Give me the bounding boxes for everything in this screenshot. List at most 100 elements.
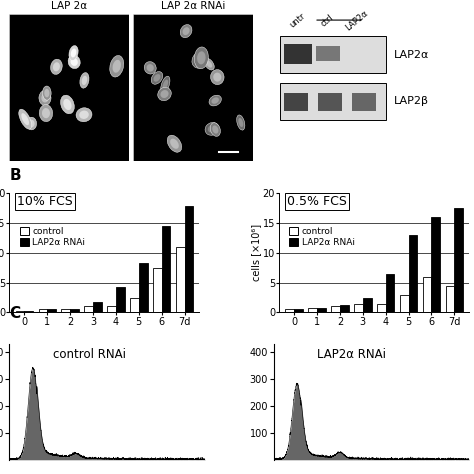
Text: ctrl: ctrl	[319, 13, 335, 28]
Bar	[93, 302, 102, 312]
Ellipse shape	[194, 47, 209, 69]
Bar	[107, 307, 116, 312]
Ellipse shape	[210, 70, 224, 85]
Ellipse shape	[211, 97, 219, 104]
Bar	[284, 44, 312, 64]
Ellipse shape	[51, 59, 62, 74]
Bar	[340, 305, 348, 312]
Ellipse shape	[205, 122, 219, 135]
Legend: control, LAP2α RNAi: control, LAP2α RNAi	[286, 223, 358, 251]
Ellipse shape	[71, 58, 78, 66]
Ellipse shape	[146, 64, 154, 72]
Ellipse shape	[195, 55, 204, 65]
Text: C: C	[9, 306, 20, 321]
Ellipse shape	[112, 60, 121, 73]
Ellipse shape	[82, 76, 87, 85]
Ellipse shape	[197, 51, 206, 64]
Ellipse shape	[71, 48, 76, 57]
Ellipse shape	[161, 76, 170, 93]
Bar	[294, 310, 303, 312]
Bar	[352, 93, 376, 111]
Ellipse shape	[167, 135, 182, 152]
Ellipse shape	[163, 80, 168, 90]
Ellipse shape	[238, 118, 243, 127]
Ellipse shape	[27, 117, 36, 130]
Ellipse shape	[154, 74, 160, 82]
Text: B: B	[9, 168, 21, 183]
Bar	[47, 309, 56, 312]
Bar	[62, 310, 70, 312]
Ellipse shape	[39, 105, 53, 122]
Text: LAP2β: LAP2β	[394, 96, 428, 107]
Ellipse shape	[64, 99, 72, 110]
Bar	[16, 310, 24, 312]
Bar	[386, 273, 394, 312]
Bar	[318, 93, 342, 111]
Bar	[400, 294, 409, 312]
Y-axis label: cells [×10⁶]: cells [×10⁶]	[251, 224, 261, 281]
Bar	[280, 83, 386, 120]
Ellipse shape	[213, 73, 221, 82]
Ellipse shape	[42, 108, 50, 118]
Bar	[455, 208, 463, 312]
Bar	[284, 93, 308, 111]
Ellipse shape	[158, 87, 171, 100]
Ellipse shape	[43, 86, 51, 100]
Ellipse shape	[39, 91, 51, 106]
Bar	[285, 310, 294, 312]
Bar	[423, 276, 431, 312]
Ellipse shape	[209, 95, 221, 106]
Ellipse shape	[79, 110, 89, 119]
Ellipse shape	[110, 55, 124, 77]
Ellipse shape	[160, 90, 169, 98]
Bar	[363, 298, 372, 312]
Ellipse shape	[151, 72, 163, 84]
Bar	[24, 310, 33, 312]
Bar	[184, 206, 193, 312]
Bar	[331, 307, 340, 312]
Bar	[116, 287, 125, 312]
Text: untr: untr	[288, 11, 307, 30]
Ellipse shape	[170, 138, 179, 149]
Bar	[162, 226, 170, 312]
Ellipse shape	[21, 113, 29, 125]
Ellipse shape	[68, 55, 80, 69]
Ellipse shape	[76, 108, 92, 122]
Bar	[176, 246, 184, 312]
Text: LAP2α RNAi: LAP2α RNAi	[317, 348, 386, 361]
Ellipse shape	[210, 123, 220, 137]
Ellipse shape	[53, 62, 60, 72]
Ellipse shape	[80, 73, 89, 88]
Ellipse shape	[206, 61, 212, 68]
Bar	[431, 217, 440, 312]
Bar	[280, 36, 386, 73]
Bar	[309, 308, 317, 312]
Ellipse shape	[69, 46, 78, 60]
Bar	[139, 264, 147, 312]
Bar	[130, 298, 139, 312]
Bar	[38, 310, 47, 312]
Ellipse shape	[204, 58, 214, 70]
Bar	[84, 307, 93, 312]
Bar	[446, 285, 455, 312]
Bar	[409, 235, 417, 312]
Ellipse shape	[28, 120, 35, 128]
Ellipse shape	[237, 115, 245, 130]
Text: LAP 2α: LAP 2α	[51, 1, 87, 11]
Text: 0.5% FCS: 0.5% FCS	[287, 195, 347, 208]
Bar	[377, 303, 386, 312]
Legend: control, LAP2α RNAi: control, LAP2α RNAi	[16, 223, 89, 251]
Ellipse shape	[19, 109, 32, 129]
Text: 10% FCS: 10% FCS	[17, 195, 73, 208]
Bar	[317, 308, 326, 312]
Ellipse shape	[41, 93, 49, 102]
Ellipse shape	[182, 27, 190, 35]
Ellipse shape	[44, 89, 49, 97]
Bar	[316, 46, 340, 61]
Text: LAP2α: LAP2α	[394, 49, 429, 60]
Text: control RNAi: control RNAi	[53, 348, 126, 361]
Ellipse shape	[192, 52, 208, 68]
Bar	[153, 267, 162, 312]
Ellipse shape	[212, 126, 219, 134]
Text: LAP 2α RNAi: LAP 2α RNAi	[161, 1, 225, 11]
